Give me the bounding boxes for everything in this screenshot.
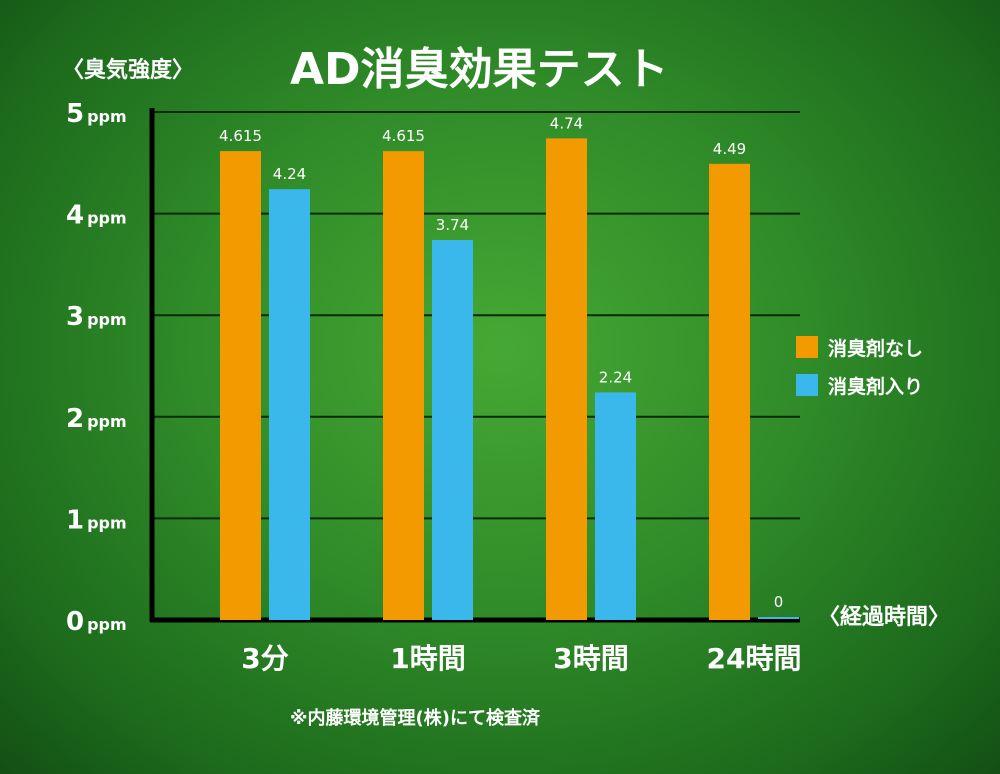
bar-1-1 [432,240,473,621]
data-label-3-0: 4.49 [713,140,746,158]
chart-title: AD消臭効果テスト [290,44,669,95]
bar-0-0 [220,151,261,620]
data-label-1-0: 4.615 [382,127,425,145]
x-tick-label-3: 24時間 [707,642,802,675]
legend-label-with-deodorant: 消臭剤入り [828,375,924,398]
bar-0-1 [269,189,310,620]
legend-label-no-deodorant: 消臭剤なし [828,337,924,360]
test-note: ※内藤環境管理(株)にて検査済 [290,708,540,729]
bar-2-1 [595,392,636,620]
y-tick-label-2: 2 ppm [66,404,127,434]
x-tick-label-2: 3時間 [553,642,628,675]
data-label-3-1: 0 [774,593,784,611]
x-tick-label-0: 3分 [241,642,288,675]
data-label-2-1: 2.24 [599,368,632,386]
bar-3-0 [709,163,750,621]
data-label-0-1: 4.24 [273,165,306,183]
y-tick-label-5: 5 ppm [66,99,127,129]
y-tick-label-0: 0 ppm [66,607,127,637]
x-axis-label: 〈経過時間〉 [818,605,951,630]
y-tick-label-4: 4 ppm [66,201,127,231]
data-label-2-0: 4.74 [550,114,583,132]
y-tick-label-3: 3 ppm [66,302,127,332]
legend-swatch-no-deodorant [796,336,818,358]
data-label-0-0: 4.615 [219,127,262,145]
bar-3-1 [758,617,799,619]
legend-item-with-deodorant: 消臭剤入り [796,372,986,398]
y-axis-label: 〈臭気強度〉 [62,58,195,83]
legend-item-no-deodorant: 消臭剤なし [796,334,986,360]
data-label-1-1: 3.74 [436,216,469,234]
bar-1-0 [383,151,424,620]
legend: 消臭剤なし 消臭剤入り [796,334,986,410]
y-tick-label-1: 1 ppm [66,505,127,535]
bar-2-0 [546,138,587,620]
x-tick-label-1: 1時間 [390,642,465,675]
legend-swatch-with-deodorant [796,374,818,396]
